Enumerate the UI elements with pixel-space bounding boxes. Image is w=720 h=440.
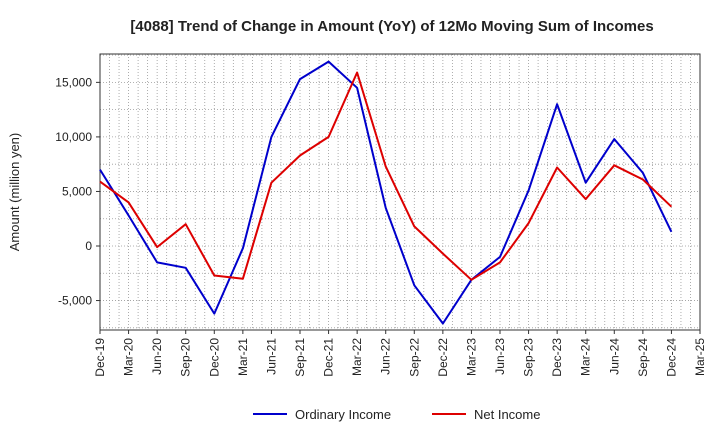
- x-tick-label: Mar-21: [236, 338, 250, 376]
- series-line-1: [99, 71, 673, 281]
- x-tick-label: Dec-19: [93, 338, 107, 377]
- series-line-0: [99, 60, 673, 325]
- x-tick-label: Dec-21: [322, 338, 336, 377]
- x-tick-label: Jun-20: [150, 338, 164, 375]
- x-tick-label: Mar-23: [464, 338, 478, 376]
- x-tick-label: Mar-24: [579, 338, 593, 376]
- x-tick-label: Jun-24: [607, 338, 621, 375]
- y-tick-label: -5,000: [58, 294, 92, 308]
- x-tick-label: Dec-23: [550, 338, 564, 377]
- y-tick-label: 15,000: [55, 75, 92, 89]
- y-tick-label: 10,000: [55, 130, 92, 144]
- series-layer: [99, 60, 673, 325]
- y-tick-label: 0: [85, 239, 92, 253]
- y-axis-ticks: -5,000 0 5,000 10,000 15,000: [55, 75, 100, 308]
- x-tick-label: Dec-24: [664, 338, 678, 377]
- x-tick-label: Sep-23: [522, 338, 536, 377]
- x-tick-label: Jun-23: [493, 338, 507, 375]
- x-axis-ticks: Dec-19 Mar-20 Jun-20 Sep-20 Dec-20 Mar-21 Jun-…: [93, 330, 707, 377]
- x-tick-label: Sep-20: [179, 338, 193, 377]
- grid: [100, 54, 700, 330]
- x-tick-label: Jun-21: [264, 338, 278, 375]
- chart-title: [4088] Trend of Change in Amount (YoY) o…: [130, 18, 653, 35]
- legend: Ordinary Income Net Income: [253, 407, 540, 422]
- x-tick-label: Sep-22: [407, 338, 421, 377]
- x-tick-label: Dec-22: [436, 338, 450, 377]
- x-tick-label: Sep-21: [293, 338, 307, 377]
- x-tick-label: Jun-22: [379, 338, 393, 375]
- legend-label: Ordinary Income: [295, 407, 391, 422]
- x-tick-label: Mar-20: [122, 338, 136, 376]
- plot-frame: [99, 53, 701, 331]
- y-axis-label: Amount (million yen): [7, 133, 22, 252]
- legend-label: Net Income: [474, 407, 540, 422]
- x-tick-label: Mar-22: [350, 338, 364, 376]
- x-tick-label: Dec-20: [207, 338, 221, 377]
- x-tick-label: Mar-25: [693, 338, 707, 376]
- x-tick-label: Sep-24: [636, 338, 650, 377]
- y-tick-label: 5,000: [62, 184, 92, 198]
